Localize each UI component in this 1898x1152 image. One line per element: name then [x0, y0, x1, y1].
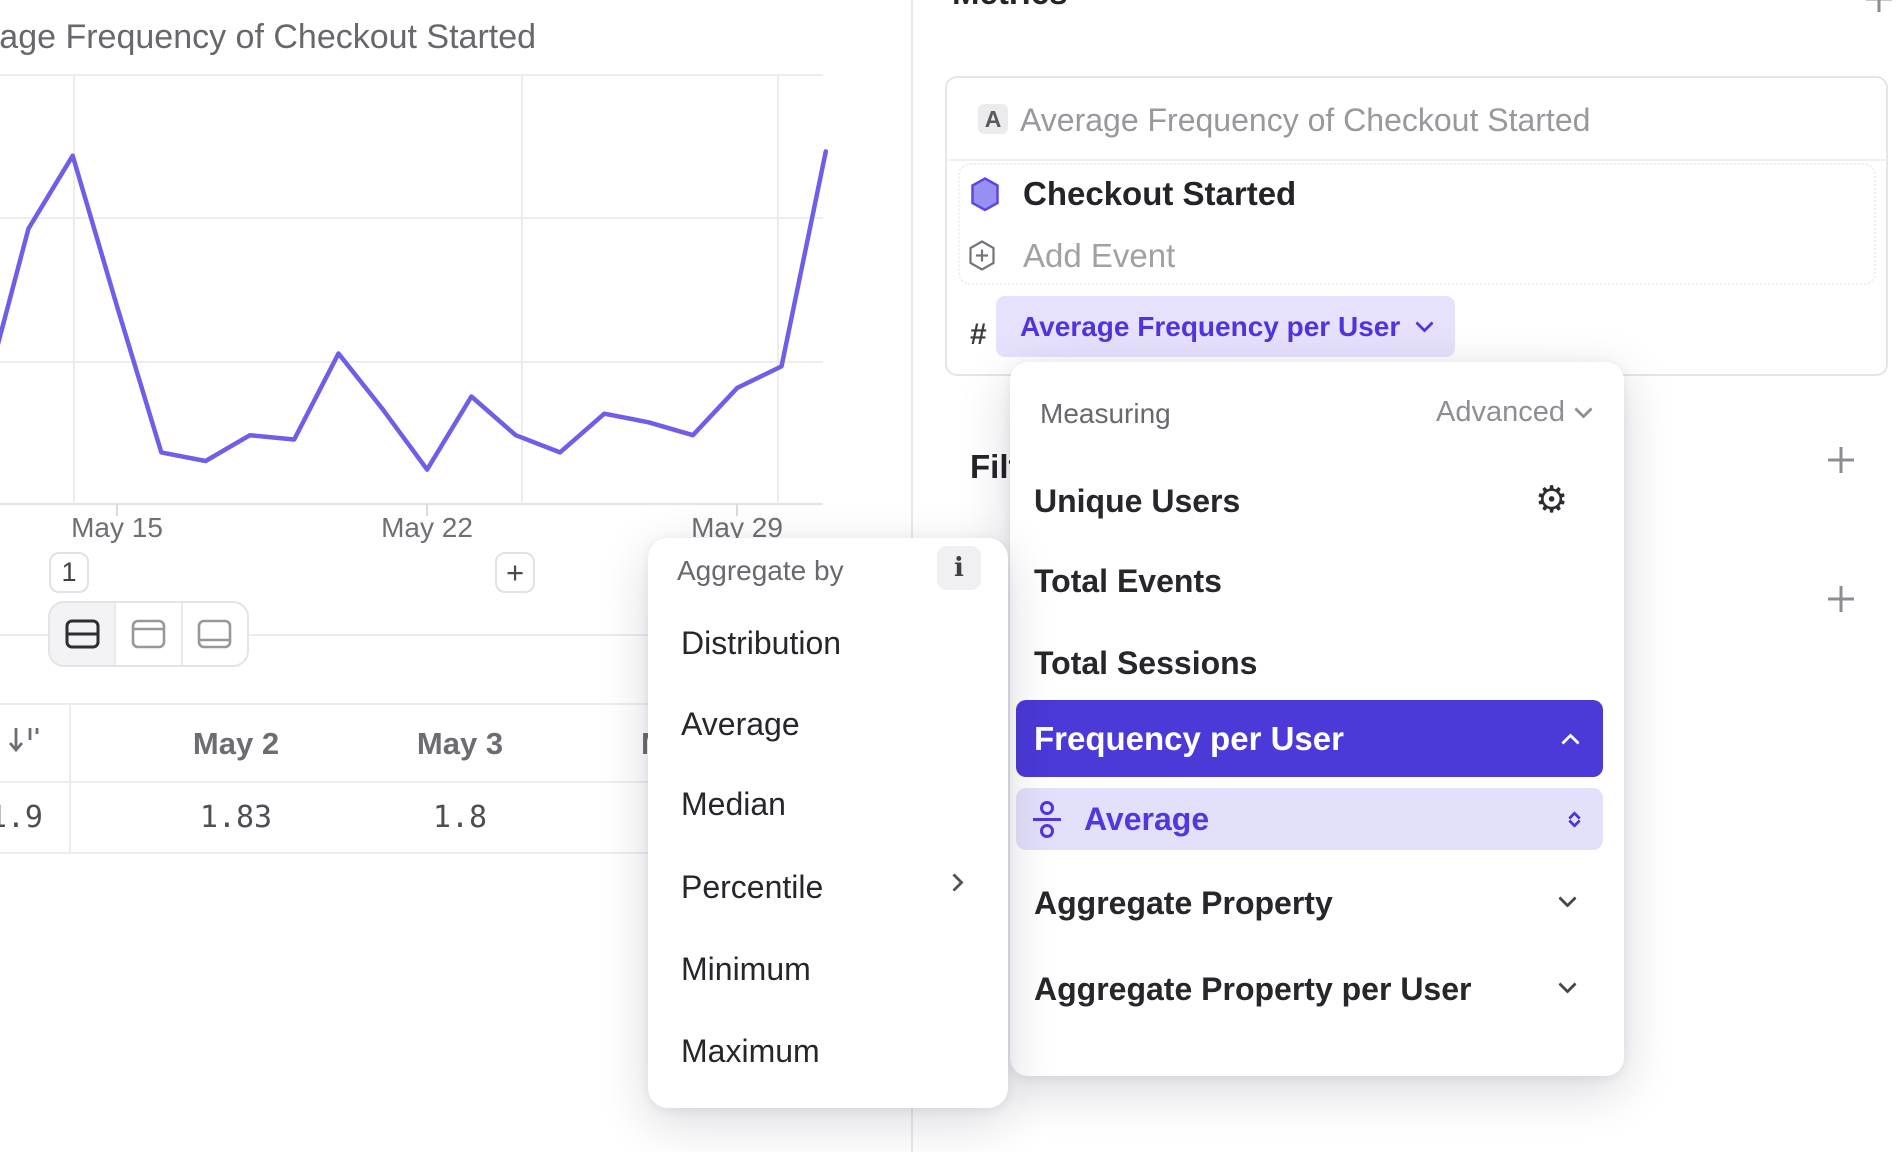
- advanced-label: Advanced: [1436, 396, 1565, 428]
- section-divider: [0, 634, 912, 636]
- average-divide-icon: [1033, 800, 1061, 838]
- chevron-down-icon: [1558, 889, 1577, 908]
- table-border: [0, 852, 905, 854]
- measure-dropdown[interactable]: Average Frequency per User: [996, 296, 1456, 357]
- add-breakdown-icon[interactable]: [1824, 582, 1858, 616]
- selected-item-label: Frequency per User: [1034, 719, 1344, 757]
- measure-dropdown-label: Average Frequency per User: [1020, 310, 1401, 342]
- view-toggle-chart[interactable]: [114, 603, 180, 665]
- add-event-icon[interactable]: [968, 240, 996, 271]
- table-cell-clipped: 1.9: [0, 800, 43, 835]
- menu-item-total-events[interactable]: Total Events: [1034, 562, 1222, 599]
- info-icon[interactable]: i: [937, 546, 981, 590]
- view-toggle-table[interactable]: [180, 603, 247, 665]
- measuring-menu: Measuring Advanced Unique Users ⚙ Total …: [1010, 362, 1624, 1076]
- popover-item-maximum[interactable]: Maximum: [681, 1032, 820, 1069]
- card-divider: [946, 159, 1887, 161]
- menu-item-aggregate-property[interactable]: Aggregate Property: [1034, 884, 1333, 921]
- menu-subitem-average[interactable]: Average: [1016, 788, 1603, 850]
- aggregate-by-popover: Aggregate by i Distribution Average Medi…: [648, 538, 1008, 1108]
- x-tick-label: May 29: [691, 512, 783, 543]
- view-toggle-split[interactable]: [50, 603, 115, 665]
- add-metric-icon[interactable]: [1862, 0, 1896, 16]
- measuring-label: Measuring: [1040, 398, 1171, 429]
- add-chart-button[interactable]: +: [495, 552, 535, 593]
- chevron-down-icon: [1574, 400, 1593, 419]
- chevron-right-icon: [945, 873, 964, 892]
- menu-item-unique-users[interactable]: Unique Users: [1034, 482, 1241, 519]
- table-cell: 1.8: [432, 800, 488, 835]
- aggregate-by-label: Aggregate by: [677, 555, 844, 586]
- subitem-label: Average: [1084, 800, 1210, 837]
- chart-title: Average Frequency of Checkout Started: [0, 18, 537, 56]
- event-group: [958, 163, 1876, 285]
- table-cell: 1.83: [199, 800, 273, 835]
- table-border: [69, 703, 71, 854]
- x-tick-label: May 15: [71, 512, 163, 543]
- table-view-icon: [198, 619, 232, 649]
- menu-item-total-sessions[interactable]: Total Sessions: [1034, 644, 1258, 681]
- event-hexagon-icon: [971, 177, 999, 212]
- x-tick-label: May 22: [381, 512, 473, 543]
- chevron-down-icon: [1558, 975, 1577, 994]
- popover-item-minimum[interactable]: Minimum: [681, 950, 811, 987]
- gear-icon[interactable]: ⚙: [1535, 478, 1569, 521]
- popover-item-average[interactable]: Average: [681, 705, 800, 742]
- chart-line: [0, 149, 829, 472]
- select-updown-icon: [1568, 810, 1581, 828]
- metric-badge: A: [978, 104, 1008, 134]
- table-border: [0, 703, 905, 705]
- table-col-header[interactable]: May 3: [416, 726, 504, 761]
- add-filter-icon[interactable]: [1824, 443, 1858, 477]
- popover-item-distribution[interactable]: Distribution: [681, 624, 842, 661]
- split-view-icon: [65, 619, 100, 649]
- table-border: [0, 781, 905, 783]
- sort-icon[interactable]: [6, 722, 42, 758]
- view-toggle: [48, 601, 249, 667]
- chevron-down-icon: [1415, 314, 1434, 333]
- popover-item-percentile[interactable]: Percentile: [681, 868, 824, 905]
- line-chart[interactable]: [0, 0, 900, 545]
- interval-input[interactable]: 1: [49, 552, 89, 593]
- chevron-up-icon: [1561, 733, 1580, 752]
- table-col-header[interactable]: May 2: [192, 726, 280, 761]
- metrics-section-title: Metrics: [952, 0, 1068, 12]
- menu-item-frequency-per-user-selected[interactable]: Frequency per User: [1016, 700, 1603, 777]
- event-name[interactable]: Checkout Started: [1023, 175, 1297, 212]
- measure-type-symbol: #: [970, 318, 987, 351]
- chart-view-icon: [131, 619, 166, 649]
- popover-item-median[interactable]: Median: [681, 785, 786, 822]
- add-event-button[interactable]: Add Event: [1023, 237, 1176, 274]
- metric-name[interactable]: Average Frequency of Checkout Started: [1020, 101, 1591, 138]
- advanced-toggle[interactable]: Advanced: [1436, 396, 1593, 429]
- menu-item-aggregate-property-per-user[interactable]: Aggregate Property per User: [1034, 970, 1472, 1007]
